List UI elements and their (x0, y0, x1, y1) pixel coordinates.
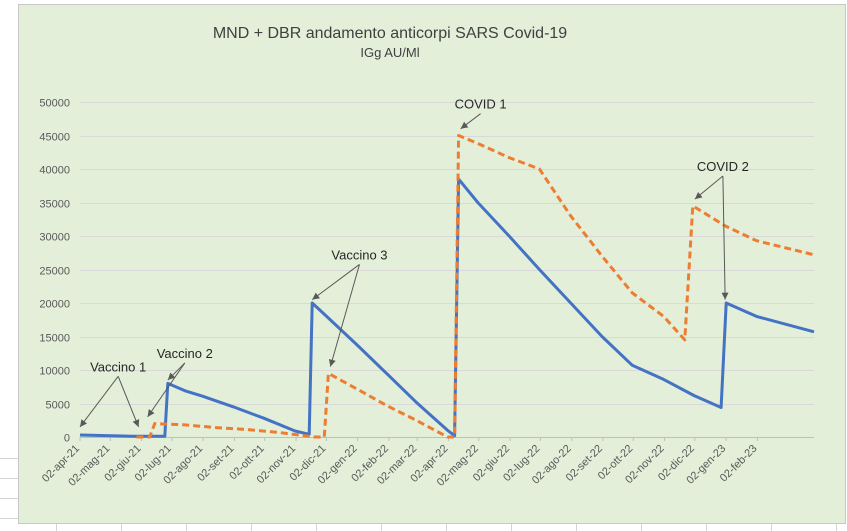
gridlines (80, 102, 814, 405)
y-tick-label: 45000 (39, 132, 70, 144)
arrowhead-icon (460, 121, 469, 129)
y-tick-label: 25000 (39, 266, 70, 278)
series-line-solid (79, 177, 815, 438)
annotation-label: Vaccino 3 (331, 247, 387, 262)
chart-subtitle: IGg AU/Ml (360, 45, 419, 60)
series-lines (79, 134, 815, 439)
annotation-label: Vaccino 1 (90, 359, 146, 374)
series-line-dashed (136, 134, 815, 439)
annotation-arrow-line (722, 176, 726, 300)
y-tick-label: 10000 (39, 366, 70, 378)
arrowhead-icon (167, 372, 176, 381)
arrowhead-icon (132, 419, 140, 427)
chart-title: MND + DBR andamento anticorpi SARS Covid… (213, 25, 567, 42)
annotation-arrow-line (117, 376, 140, 428)
arrowhead-icon (80, 419, 88, 427)
arrowhead-icon (694, 191, 703, 200)
arrowhead-icon (147, 409, 155, 417)
y-tick-label: 0 (64, 433, 70, 445)
y-tick-label: 30000 (39, 232, 70, 244)
y-tick-label: 15000 (39, 333, 70, 345)
annotation-arrow-line (147, 362, 186, 418)
arrowhead-icon (328, 358, 336, 367)
arrowhead-icon (312, 292, 320, 300)
x-axis: 02-apr-2102-mag-2102-giu-2102-lug-2102-a… (40, 437, 814, 489)
y-tick-label: 35000 (39, 199, 70, 211)
annotation-arrow-line (311, 264, 360, 301)
annotation-arrow-line (329, 264, 360, 367)
annotation-label: Vaccino 2 (157, 346, 213, 361)
annotation-label: COVID 2 (697, 159, 749, 174)
annotation-label: COVID 1 (455, 97, 507, 112)
annotation-arrow-line (79, 376, 119, 428)
y-tick-label: 20000 (39, 299, 70, 311)
annotations: Vaccino 1 Vaccino 2 Vaccino 3 COVID 1 COVID … (79, 97, 749, 428)
y-tick-label: 40000 (39, 165, 70, 177)
arrowhead-icon (721, 292, 729, 300)
y-tick-label: 50000 (39, 98, 70, 110)
y-tick-label: 5000 (46, 400, 70, 412)
y-axis: 0 5000 10000 15000 20000 25000 30000 35000 40000… (39, 98, 70, 445)
